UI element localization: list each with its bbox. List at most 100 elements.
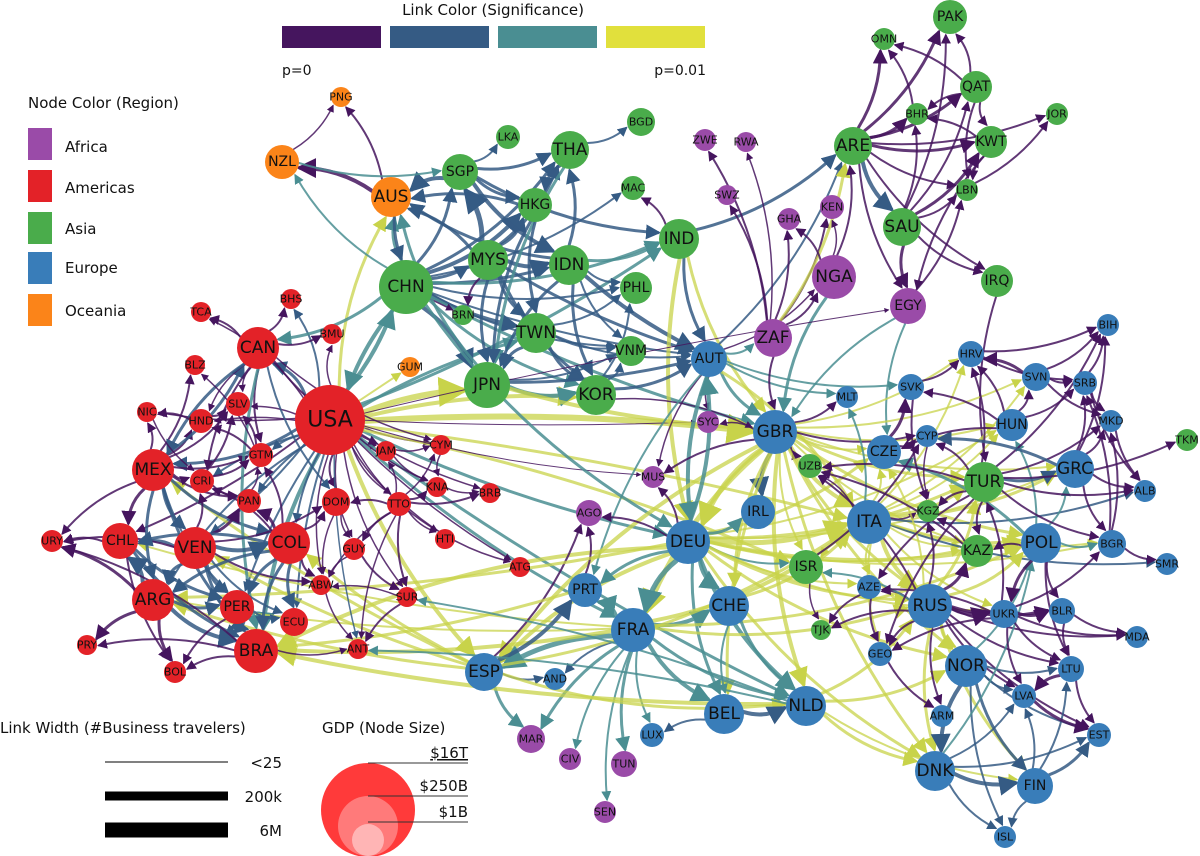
node-fin[interactable]: FIN — [1017, 768, 1053, 804]
node-aut[interactable]: AUT — [691, 341, 727, 377]
node-circle-rus[interactable] — [908, 584, 952, 628]
node-ukr[interactable]: UKR — [990, 600, 1018, 628]
node-circle-bmu[interactable] — [322, 324, 342, 344]
node-png[interactable]: PNG — [329, 87, 353, 107]
node-mac[interactable]: MAC — [621, 176, 646, 200]
node-circle-gha[interactable] — [778, 208, 800, 230]
node-circle-fin[interactable] — [1017, 768, 1053, 804]
node-ken[interactable]: KEN — [820, 195, 844, 219]
node-circle-lka[interactable] — [496, 125, 520, 149]
node-circle-gtm[interactable] — [249, 443, 273, 467]
node-cri[interactable]: CRI — [190, 469, 214, 493]
node-circle-jpn[interactable] — [464, 362, 510, 408]
node-circle-pry[interactable] — [77, 635, 97, 655]
node-circle-ven[interactable] — [174, 527, 216, 569]
node-circle-hkg[interactable] — [518, 188, 552, 222]
node-mar[interactable]: MAR — [517, 725, 545, 753]
node-circle-mar[interactable] — [517, 725, 545, 753]
node-jor[interactable]: JOR — [1046, 103, 1068, 125]
node-ita[interactable]: ITA — [847, 500, 891, 544]
node-hun[interactable]: HUN — [996, 409, 1028, 441]
node-lva[interactable]: LVA — [1012, 684, 1036, 708]
node-hkg[interactable]: HKG — [518, 188, 552, 222]
node-circle-tha[interactable] — [551, 131, 589, 169]
node-circle-lbn[interactable] — [956, 179, 978, 201]
node-civ[interactable]: CIV — [559, 748, 581, 770]
node-bel[interactable]: BEL — [704, 694, 744, 734]
node-circle-tur[interactable] — [964, 462, 1004, 502]
node-mda[interactable]: MDA — [1124, 626, 1150, 648]
node-circle-chl[interactable] — [102, 523, 138, 559]
node-circle-idn[interactable] — [549, 245, 589, 285]
node-circle-tjk[interactable] — [811, 620, 831, 640]
node-circle-svn[interactable] — [1022, 363, 1050, 391]
node-rwa[interactable]: RWA — [734, 132, 759, 152]
node-idn[interactable]: IDN — [549, 245, 589, 285]
node-circle-ken[interactable] — [820, 195, 844, 219]
node-pol[interactable]: POL — [1021, 523, 1061, 563]
node-circle-bel[interactable] — [704, 694, 744, 734]
node-bgd[interactable]: BGD — [627, 108, 655, 136]
node-circle-ago[interactable] — [576, 500, 602, 526]
node-svn[interactable]: SVN — [1022, 363, 1050, 391]
node-circle-uzb[interactable] — [798, 454, 822, 478]
node-kaz[interactable]: KAZ — [961, 535, 993, 567]
node-ltu[interactable]: LTU — [1058, 656, 1084, 682]
node-kor[interactable]: KOR — [576, 375, 616, 415]
node-bra[interactable]: BRA — [234, 629, 278, 673]
node-tjk[interactable]: TJK — [811, 620, 831, 640]
node-circle-pol[interactable] — [1021, 523, 1061, 563]
node-dnk[interactable]: DNK — [915, 751, 955, 791]
node-circle-ecu[interactable] — [280, 608, 308, 636]
node-atg[interactable]: ATG — [509, 557, 531, 577]
node-cym[interactable]: CYM — [429, 435, 453, 455]
node-circle-mda[interactable] — [1126, 626, 1148, 648]
node-circle-aze[interactable] — [857, 575, 881, 599]
node-mex[interactable]: MEX — [132, 449, 174, 491]
node-circle-svk[interactable] — [898, 374, 924, 400]
node-circle-hrv[interactable] — [958, 341, 984, 367]
node-svk[interactable]: SVK — [898, 374, 924, 400]
node-pan[interactable]: PAN — [237, 489, 261, 513]
node-circle-ita[interactable] — [847, 500, 891, 544]
node-circle-mac[interactable] — [621, 176, 645, 200]
node-swz[interactable]: SWZ — [714, 185, 740, 205]
node-nld[interactable]: NLD — [786, 686, 826, 726]
node-bhr[interactable]: BHR — [905, 103, 929, 125]
node-circle-tkm[interactable] — [1176, 429, 1198, 451]
node-mys[interactable]: MYS — [468, 240, 508, 280]
node-circle-fra[interactable] — [611, 608, 655, 652]
node-circle-blr[interactable] — [1049, 598, 1075, 624]
node-circle-nzl[interactable] — [265, 145, 299, 179]
node-circle-lux[interactable] — [640, 723, 664, 747]
node-blr[interactable]: BLR — [1049, 598, 1075, 624]
node-circle-phl[interactable] — [620, 272, 652, 304]
node-circle-sgp[interactable] — [442, 154, 478, 190]
node-isr[interactable]: ISR — [789, 550, 823, 584]
node-circle-geo[interactable] — [868, 642, 892, 666]
node-arg[interactable]: ARG — [132, 579, 174, 621]
node-circle-syc[interactable] — [697, 411, 719, 433]
node-circle-arg[interactable] — [132, 579, 174, 621]
node-brb[interactable]: BRB — [479, 483, 502, 503]
node-nzl[interactable]: NZL — [265, 145, 299, 179]
node-circle-kgz[interactable] — [917, 500, 939, 522]
node-circle-nor[interactable] — [945, 645, 987, 687]
node-circle-ukr[interactable] — [990, 600, 1018, 628]
node-mkd[interactable]: MKD — [1098, 410, 1124, 432]
node-qat[interactable]: QAT — [960, 71, 992, 103]
node-circle-sau[interactable] — [883, 208, 921, 246]
node-bih[interactable]: BIH — [1097, 314, 1119, 336]
node-tha[interactable]: THA — [551, 131, 589, 169]
node-circle-brb[interactable] — [480, 483, 500, 503]
node-brn[interactable]: BRN — [451, 305, 475, 325]
node-sgp[interactable]: SGP — [442, 154, 478, 190]
node-circle-aus[interactable] — [371, 177, 411, 217]
node-circle-pak[interactable] — [933, 0, 967, 34]
node-twn[interactable]: TWN — [515, 313, 556, 353]
node-circle-vnm[interactable] — [616, 336, 646, 366]
node-arm[interactable]: ARM — [930, 705, 955, 727]
node-lbn[interactable]: LBN — [956, 179, 978, 201]
node-sen[interactable]: SEN — [594, 801, 616, 823]
node-circle-dnk[interactable] — [915, 751, 955, 791]
